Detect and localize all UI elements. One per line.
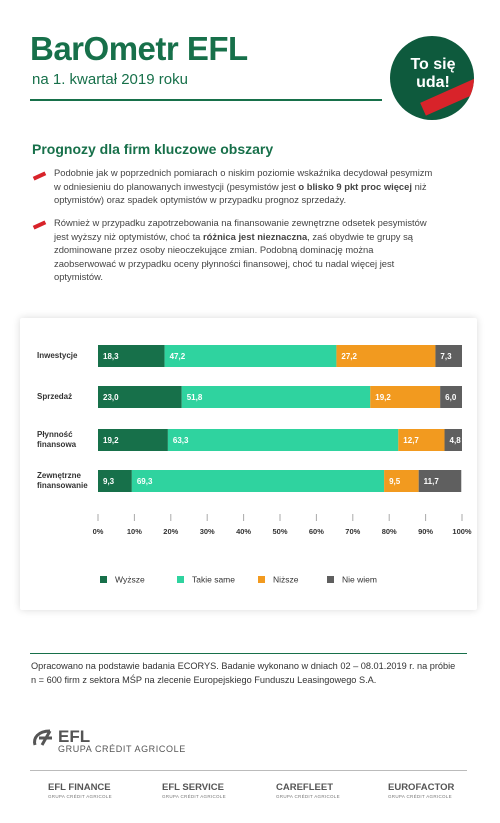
badge-line: To się <box>410 56 456 73</box>
logo-icon <box>33 729 52 746</box>
bar-segment <box>164 345 337 367</box>
value-label: 11,7 <box>424 477 440 486</box>
bar-segment <box>440 386 462 408</box>
brand-sub: GRUPA CRÉDIT AGRICOLE <box>388 794 452 799</box>
bar-segment <box>98 470 132 492</box>
legend-label: Wyższe <box>115 574 145 584</box>
category-label: Zewnętrzne finansowanie <box>37 471 88 490</box>
x-tick-label: 10% <box>127 527 142 536</box>
x-tick-label: 40% <box>236 527 251 536</box>
brand-rule <box>30 770 467 771</box>
legend-label: Nie wiem <box>342 574 377 584</box>
bullet-text: Również w przypadku zapotrzebowania na f… <box>54 217 427 242</box>
x-tick-label: 30% <box>200 527 215 536</box>
value-label: 9,5 <box>389 477 401 486</box>
legend-swatch <box>327 576 334 583</box>
bar-segment <box>336 345 436 367</box>
value-label: 23,0 <box>103 393 119 402</box>
title: BarOmetr EFL <box>30 30 248 67</box>
bullet-text: niż optymistów) oraz spadek optymistów w… <box>54 180 427 206</box>
brand-name: EFL FINANCE <box>48 782 111 793</box>
x-tick-label: 100% <box>452 527 472 536</box>
chart-card: 18,3 47,2 27,2 7,3 23,0 51,8 19,2 6,0 19,2 63,3 12… <box>20 318 477 610</box>
logo-sub: GRUPA CRÉDIT AGRICOLE <box>58 744 186 754</box>
logo: EFL <box>58 727 91 746</box>
value-label: 27,2 <box>341 352 357 361</box>
bar-segment <box>384 470 419 492</box>
subtitle: na 1. kwartał 2019 roku <box>32 71 188 88</box>
value-label: 63,3 <box>173 436 189 445</box>
x-tick-label: 80% <box>382 527 397 536</box>
bar-segment <box>98 345 165 367</box>
category-label: Płynność finansowa <box>37 430 77 449</box>
brand-name: EFL SERVICE <box>162 782 224 793</box>
value-label: 12,7 <box>403 436 419 445</box>
legend-label: Niższe <box>273 574 299 584</box>
bar-segment <box>167 429 399 451</box>
bar-segment <box>398 429 445 451</box>
legend-swatch <box>100 576 107 583</box>
bar-segment <box>370 386 441 408</box>
header-rule <box>30 99 382 101</box>
bar-segment <box>98 429 168 451</box>
badge: To się uda! <box>390 36 474 120</box>
x-tick-label: 70% <box>345 527 360 536</box>
brand-name: EUROFACTOR <box>388 782 455 793</box>
x-tick-label: 0% <box>93 527 104 536</box>
x-tick-label: 50% <box>272 527 287 536</box>
bullet-text: , zaś obydwie te grupy są zdominowane pr… <box>54 230 414 283</box>
bar-segment <box>435 345 462 367</box>
value-label: 18,3 <box>103 352 119 361</box>
category-label: Sprzedaż <box>37 392 73 401</box>
bullet-dash <box>32 220 47 230</box>
brand-name: CAREFLEET <box>276 782 333 793</box>
value-label: 69,3 <box>137 477 153 486</box>
bar-segment <box>98 386 182 408</box>
legend-swatch <box>258 576 265 583</box>
value-label: 6,0 <box>445 393 457 402</box>
brand-sub: GRUPA CRÉDIT AGRICOLE <box>276 794 340 799</box>
value-label: 19,2 <box>375 393 391 402</box>
x-tick-label: 60% <box>309 527 324 536</box>
value-label: 4,8 <box>450 436 462 445</box>
section-title: Prognozy dla firm kluczowe obszary <box>32 141 274 157</box>
bar-segment <box>131 470 385 492</box>
bullet-text: Podobnie jak w poprzednich pomiarach o n… <box>54 167 433 192</box>
brand-sub: GRUPA CRÉDIT AGRICOLE <box>48 794 112 799</box>
bar-segment <box>418 470 462 492</box>
bullet: Podobnie jak w poprzednich pomiarach o n… <box>54 166 434 207</box>
legend-label: Takie same <box>192 574 235 584</box>
value-label: 47,2 <box>170 352 186 361</box>
footnote: Opracowano na podstawie badania ECORYS. … <box>31 661 456 685</box>
bullet-text: o blisko 9 pkt proc więcej <box>298 180 412 192</box>
value-label: 9,3 <box>103 477 115 486</box>
bullet: Również w przypadku zapotrzebowania na f… <box>54 216 434 284</box>
bullet-text: różnica jest nieznaczna <box>203 230 308 242</box>
x-tick-label: 90% <box>418 527 433 536</box>
brand-sub: GRUPA CRÉDIT AGRICOLE <box>162 794 226 799</box>
x-tick-label: 20% <box>163 527 178 536</box>
footer-rule <box>30 653 467 654</box>
legend-swatch <box>177 576 184 583</box>
badge-line: uda! <box>416 74 450 91</box>
value-label: 7,3 <box>440 352 452 361</box>
bar-segment <box>444 429 462 451</box>
bar-segment <box>181 386 371 408</box>
chart: 18,3 47,2 27,2 7,3 23,0 51,8 19,2 6,0 19,2 63,3 12… <box>93 345 472 584</box>
value-label: 19,2 <box>103 436 119 445</box>
value-label: 51,8 <box>187 393 203 402</box>
bullet-dash <box>32 171 47 181</box>
category-label: Inwestycje <box>37 351 78 360</box>
